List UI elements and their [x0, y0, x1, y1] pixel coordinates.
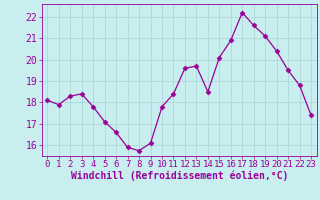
X-axis label: Windchill (Refroidissement éolien,°C): Windchill (Refroidissement éolien,°C): [70, 171, 288, 181]
